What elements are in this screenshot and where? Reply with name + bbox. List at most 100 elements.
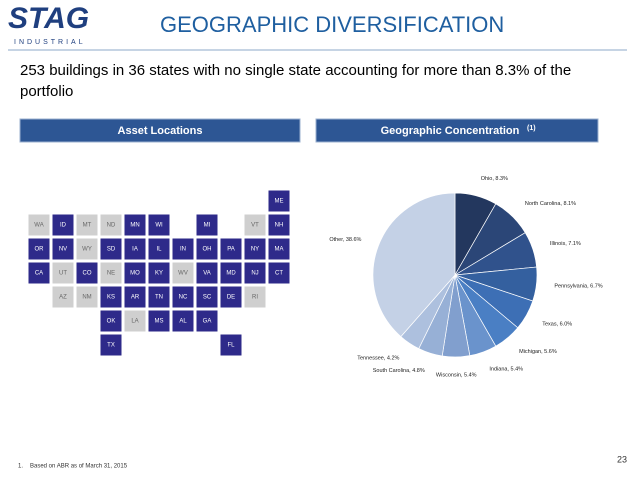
state-label: NE [107, 271, 115, 277]
state-label: FL [227, 343, 235, 349]
state [267, 213, 291, 237]
state-label: MS [155, 319, 164, 325]
state [123, 261, 147, 285]
state-label: CT [275, 271, 283, 277]
state [267, 189, 291, 213]
state [219, 285, 243, 309]
state-label: NJ [251, 271, 258, 277]
state [195, 213, 219, 237]
state [123, 237, 147, 261]
subtitle-box: 253 buildings in 36 states with no singl… [20, 62, 572, 100]
state [99, 309, 123, 333]
state-label: TX [107, 343, 115, 349]
state-label: VA [203, 271, 211, 277]
state [267, 261, 291, 285]
state-label: MO [130, 271, 140, 277]
state-label: OH [203, 247, 212, 253]
page-number: 23 [617, 454, 627, 464]
footnote: Based on ABR as of March 31, 2015 [30, 464, 128, 470]
slice-label: Indiana, 5.4% [489, 366, 523, 372]
slice-label: Tennessee, 4.2% [357, 356, 399, 362]
slice-label: Pennsylvania, 6.7% [554, 284, 602, 290]
state-label: OR [35, 247, 45, 253]
state-label: SD [107, 247, 116, 253]
state-label: NM [82, 295, 91, 301]
state [243, 285, 267, 309]
state-label: GA [203, 319, 212, 325]
state [75, 213, 99, 237]
slice-label: Ohio, 8.3% [481, 176, 508, 182]
slice-label: Illinois, 7.1% [550, 241, 581, 247]
state [147, 285, 171, 309]
state-label: TN [155, 295, 163, 301]
state [219, 333, 243, 357]
logo-sub: INDUSTRIAL [14, 39, 86, 46]
state-label: AR [131, 295, 140, 301]
panel-title: Asset Locations [118, 125, 203, 137]
state [51, 261, 75, 285]
state-label: WV [178, 271, 188, 277]
state-label: WA [34, 223, 43, 229]
state-label: IA [132, 247, 138, 253]
logo: STAG [8, 2, 89, 35]
slice-label: Wisconsin, 5.4% [436, 372, 477, 378]
state [99, 213, 123, 237]
state [99, 285, 123, 309]
state [219, 237, 243, 261]
state [51, 285, 75, 309]
state [75, 237, 99, 261]
state-label: CA [35, 271, 43, 277]
state [267, 237, 291, 261]
state-label: WY [82, 247, 92, 253]
state [75, 261, 99, 285]
state-label: ND [107, 223, 116, 229]
state-label: KS [107, 295, 115, 301]
state [99, 333, 123, 357]
slice-label: North Carolina, 8.1% [525, 201, 576, 207]
state-label: MD [226, 271, 236, 277]
state-label: WI [155, 223, 163, 229]
state-label: NY [251, 247, 259, 253]
state [75, 285, 99, 309]
state [171, 285, 195, 309]
state [27, 237, 51, 261]
state-label: IL [156, 247, 162, 253]
state-label: CO [83, 271, 92, 277]
state-label: DE [227, 295, 235, 301]
state-label: ID [60, 223, 67, 229]
state [195, 261, 219, 285]
state [123, 285, 147, 309]
state [195, 285, 219, 309]
pie-slice [372, 192, 456, 338]
state-label: NV [59, 247, 67, 253]
state [171, 261, 195, 285]
state [27, 261, 51, 285]
state [243, 261, 267, 285]
state-label: MT [83, 223, 92, 229]
state-label: RI [252, 295, 258, 301]
state-label: IN [180, 247, 186, 253]
state-label: MI [204, 223, 211, 229]
state [147, 237, 171, 261]
panel-note: (1) [527, 125, 536, 132]
state [123, 213, 147, 237]
state [147, 261, 171, 285]
state-label: MA [275, 247, 284, 253]
state [195, 237, 219, 261]
state-label: AL [179, 319, 187, 325]
state-label: VT [251, 223, 259, 229]
panel-header-right [315, 118, 599, 143]
state [27, 213, 51, 237]
subtitle: 253 buildings in 36 states with no singl… [20, 62, 572, 100]
slice-label: South Carolina, 4.8% [373, 368, 425, 374]
state [51, 213, 75, 237]
footnote-number: 1. [18, 464, 23, 470]
panel-header-left [19, 118, 301, 143]
state-label: ME [275, 199, 284, 205]
state-label: PA [227, 247, 235, 253]
state-label: NC [179, 295, 188, 301]
state-label: NH [275, 223, 284, 229]
state-label: UT [59, 271, 67, 277]
state-label: KY [155, 271, 163, 277]
